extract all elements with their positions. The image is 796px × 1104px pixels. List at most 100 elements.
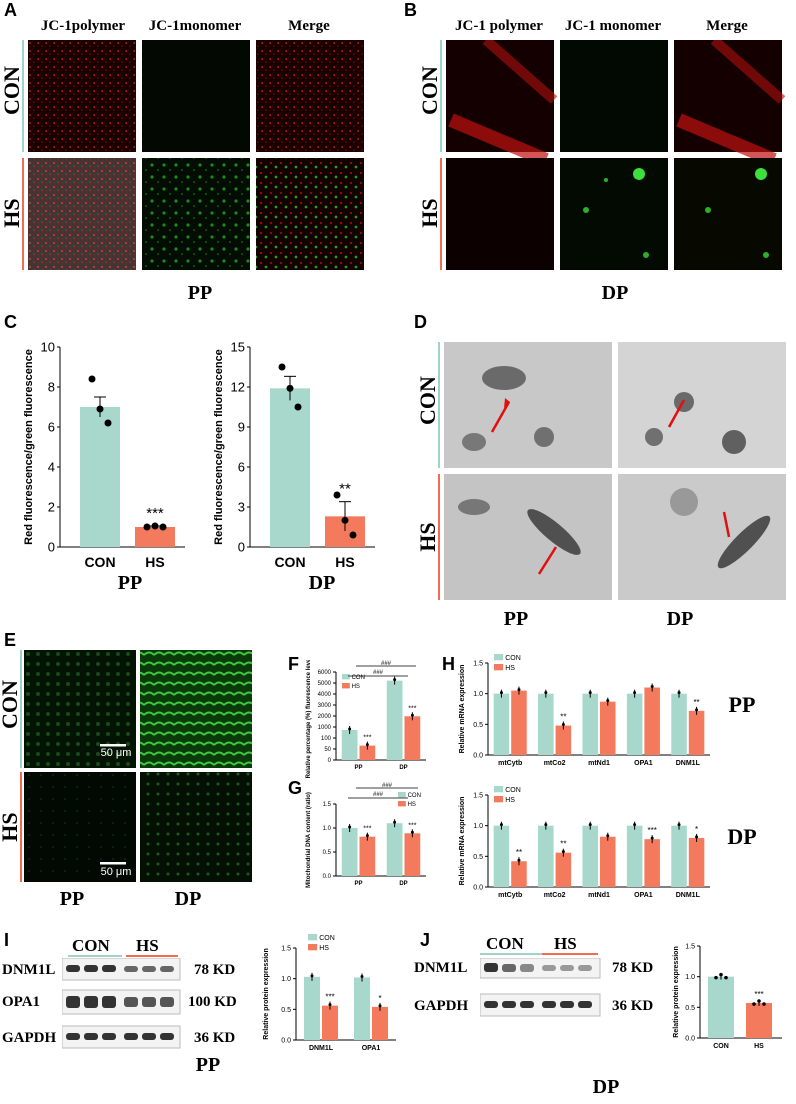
bar — [582, 693, 598, 755]
bar — [600, 701, 616, 755]
y-tick-label: 0 — [328, 758, 332, 764]
y-tick-label: 0.5 — [473, 722, 483, 729]
x-tick-label: CON — [713, 1043, 729, 1050]
bar — [708, 976, 734, 1038]
band-label: DNM1L — [414, 960, 468, 976]
bar — [270, 388, 310, 547]
data-point — [499, 691, 503, 695]
hs-row-line — [20, 772, 22, 882]
row-label: CON — [415, 376, 440, 425]
data-point — [724, 975, 728, 980]
data-point — [365, 743, 369, 747]
y-tick-label: 6000 — [318, 670, 332, 676]
y-tick-label: 6 — [238, 460, 245, 475]
legend-swatch — [494, 664, 504, 671]
bar — [135, 527, 175, 547]
data-point — [159, 523, 167, 531]
row-label: CON — [417, 66, 442, 115]
y-tick-label: 8 — [48, 380, 55, 395]
band-label: GAPDH — [2, 1030, 57, 1046]
legend-label: CON — [408, 793, 421, 799]
y-tick-label: 0 — [238, 540, 245, 555]
y-tick-label: 0.0 — [473, 884, 483, 891]
jc1-micrographs-pp — [28, 40, 364, 270]
data-point — [517, 858, 521, 862]
data-point — [96, 405, 104, 413]
y-tick-label: 0.5 — [473, 854, 483, 861]
legend-label: CON — [505, 655, 521, 662]
data-point — [762, 1002, 766, 1006]
tissue-label: PP — [728, 692, 756, 717]
hs-group-line — [126, 955, 178, 957]
significance-label: *** — [408, 822, 416, 829]
data-point — [393, 678, 397, 682]
data-point — [695, 835, 699, 839]
con-group-line — [480, 953, 542, 955]
kd-label: 36 KD — [194, 1030, 236, 1046]
x-tick-label: mtNd1 — [588, 760, 610, 767]
panel-label-c: C — [4, 312, 17, 332]
data-point — [393, 820, 397, 824]
scalebar-label: 50 μm — [100, 866, 132, 878]
panel-label-j: J — [420, 930, 431, 950]
bar — [644, 687, 660, 755]
legend-swatch — [308, 934, 318, 941]
y-tick-label: 0.0 — [281, 1037, 291, 1044]
bar — [511, 690, 527, 755]
y-tick-label: 3000 — [318, 703, 332, 709]
kd-label: 78 KD — [194, 962, 236, 978]
x-tick-label: DNM1L — [676, 760, 701, 767]
row-label: HS — [415, 522, 440, 552]
bar — [511, 861, 527, 887]
tissue-label: PP — [59, 888, 85, 910]
legend-label: CON — [505, 787, 521, 794]
data-point — [88, 375, 96, 383]
data-point — [294, 403, 302, 411]
y-tick-label: 0.0 — [323, 874, 332, 880]
x-tick-label: PP — [354, 881, 362, 887]
row-label: CON — [0, 66, 24, 115]
panel-label-g: G — [288, 778, 303, 798]
data-point — [561, 723, 565, 727]
bar — [386, 680, 403, 760]
panel-label-h: H — [442, 654, 455, 674]
y-tick-label: 1.0 — [281, 976, 291, 983]
con-row-line — [440, 40, 442, 152]
group-label-hs: HS — [136, 936, 159, 955]
kd-label: 100 KD — [188, 994, 237, 1010]
chart-j: 0.0 0.5 1.0 1.5 Relative protein expression C… — [673, 943, 782, 1050]
data-point — [278, 363, 286, 371]
col-title: JC-1 monomer — [564, 18, 662, 34]
y-tick-label: 1.0 — [685, 974, 695, 981]
significance-label: *** — [363, 735, 371, 742]
y-tick-label: 1.5 — [281, 945, 291, 952]
chart-h-dp: 0.0 0.5 1.0 1.5 ** mtCytb ** mtCo2 mtNd1 *** OPA1 *… — [459, 786, 710, 899]
significance-label: ** — [693, 698, 699, 707]
legend-label: HS — [505, 665, 515, 672]
bar — [538, 693, 554, 755]
hs-group-line — [542, 953, 598, 955]
tissue-label: PP — [117, 572, 143, 594]
y-tick-label: 15 — [231, 340, 245, 355]
significance-label: * — [695, 825, 698, 834]
y-axis-label: Mitochondrial DNA content (ratio) — [306, 792, 312, 888]
y-tick-label: 1.0 — [473, 823, 483, 830]
tissue-label: DP — [308, 572, 336, 594]
data-point — [410, 830, 414, 834]
bar — [493, 825, 510, 887]
y-tick-label: 10 — [41, 340, 55, 355]
data-point — [365, 834, 369, 838]
group-label-con: CON — [486, 934, 524, 953]
bar — [493, 693, 510, 755]
y-axis-label: Red fluorescence/green fluorescence — [213, 349, 225, 545]
y-tick-label: 0.5 — [323, 850, 332, 856]
x-tick-label: PP — [354, 765, 362, 771]
bar — [582, 825, 598, 887]
x-tick-label: HS — [335, 554, 354, 570]
panel-label-d: D — [414, 312, 427, 332]
significance-label: ### — [381, 661, 392, 667]
data-point — [143, 523, 151, 531]
data-point — [633, 691, 637, 695]
col-title: JC-1polymer — [40, 18, 126, 34]
legend-label: HS — [505, 797, 515, 804]
